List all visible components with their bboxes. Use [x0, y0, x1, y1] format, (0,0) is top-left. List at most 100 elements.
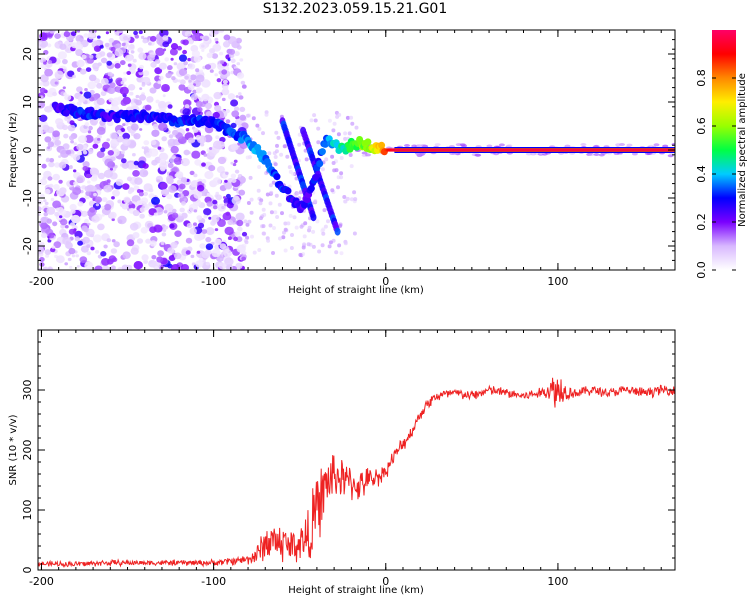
spectrogram-noise-cell: [206, 201, 213, 207]
spectrogram-noise-cell: [138, 191, 144, 197]
spectrogram-noise-cell: [55, 207, 60, 211]
spectrogram-ridge-cell: [316, 160, 324, 168]
x-tick-label: -200: [29, 275, 54, 288]
spectrogram-noise-cell: [287, 165, 292, 170]
spectrogram-noise-cell: [121, 42, 126, 47]
spectrogram-noise-cell: [204, 170, 214, 180]
spectrogram-noise-cell: [190, 180, 198, 188]
spectrogram-noise-cell: [46, 157, 50, 161]
spectrogram-noise-cell: [530, 152, 537, 156]
spectrogram-noise-cell: [74, 236, 81, 242]
spectrogram-noise-cell: [189, 170, 195, 176]
spectrogram-noise-cell: [77, 151, 83, 156]
spectrogram-noise-cell: [86, 244, 91, 248]
spectrogram-noise-cell: [84, 134, 94, 144]
spectrogram-noise-cell: [81, 54, 87, 59]
spectrogram-noise-cell: [147, 54, 155, 62]
y-tick-label: 0: [21, 567, 34, 574]
spectrogram-noise-cell: [349, 115, 354, 120]
spectrogram-noise-cell: [353, 197, 358, 202]
spectrogram-noise-cell: [177, 45, 182, 51]
spectrogram-band: [394, 149, 675, 151]
spectrogram-noise-cell: [51, 245, 56, 249]
spectrogram-noise-cell: [63, 133, 69, 139]
spectrogram-noise-cell: [227, 58, 231, 62]
spectrogram-noise-cell: [84, 88, 88, 92]
spectrogram-noise-cell: [217, 156, 227, 165]
spectrogram-noise-cell: [205, 102, 212, 110]
spectrogram-noise-cell: [416, 144, 423, 148]
spectrogram-noise-cell: [70, 209, 76, 214]
spectrogram-noise-cell: [201, 93, 210, 102]
spectrogram-noise-cell: [121, 203, 129, 210]
spectrogram-noise-cell: [354, 125, 359, 130]
spectrogram-noise-cell: [234, 143, 238, 147]
spectrogram-noise-cell: [211, 53, 219, 59]
spectrogram-noise-cell: [111, 218, 115, 222]
spectrogram-noise-cell: [144, 192, 148, 196]
spectrogram-noise-cell: [564, 144, 571, 148]
spectrogram-noise-cell: [352, 231, 357, 236]
y-tick-label: 20: [21, 47, 34, 61]
spectrogram-noise-cell: [321, 231, 326, 236]
spectrogram-noise-cell: [178, 54, 188, 62]
spectrogram-noise-cell: [108, 255, 117, 262]
spectrogram-noise-cell: [84, 185, 92, 192]
spectrogram-noise-cell: [240, 80, 246, 85]
spectrogram-noise-cell: [93, 192, 97, 197]
spectrogram-noise-cell: [235, 212, 245, 221]
spectrogram-noise-cell: [261, 224, 266, 229]
spectrogram-noise-cell: [225, 171, 229, 175]
spectrogram-noise-cell: [190, 74, 197, 81]
spectrogram-noise-cell: [63, 31, 71, 38]
spectrogram-noise-cell: [86, 57, 95, 64]
spectrogram-noise-cell: [230, 173, 237, 179]
spectrogram-noise-cell: [59, 187, 67, 194]
spectrogram-noise-cell: [141, 205, 145, 209]
spectrogram-noise-cell: [170, 57, 174, 61]
spectrogram-noise-cell: [39, 193, 45, 199]
spectrogram-noise-cell: [165, 72, 172, 79]
spectrogram-noise-cell: [74, 230, 83, 239]
spectrogram-noise-cell: [239, 114, 247, 121]
spectrogram-noise-cell: [212, 177, 222, 186]
spectrogram-noise-cell: [274, 130, 279, 135]
spectrogram-noise-cell: [241, 84, 247, 89]
spectrogram-noise-cell: [209, 69, 214, 73]
spectrogram-noise-cell: [82, 161, 90, 168]
spectrogram-noise-cell: [82, 236, 90, 244]
spectrogram-noise-cell: [343, 131, 348, 136]
spectrogram-noise-cell: [216, 94, 220, 97]
spectrogram-noise-cell: [44, 68, 53, 77]
spectrogram-noise-cell: [292, 215, 297, 220]
spectrogram-noise-cell: [85, 173, 91, 179]
spectrogram-noise-cell: [298, 252, 303, 257]
spectrogram-noise-cell: [191, 50, 200, 58]
spectrogram-noise-cell: [234, 118, 243, 126]
spectrogram-noise-cell: [105, 31, 109, 35]
spectrogram-noise-cell: [218, 213, 222, 217]
spectrogram-noise-cell: [38, 129, 44, 135]
spectrogram-noise-cell: [206, 192, 211, 196]
spectrogram-noise-cell: [146, 96, 154, 103]
spectrogram-noise-cell: [328, 240, 333, 245]
spectrogram-ridge-cell: [318, 148, 326, 156]
spectrogram-noise-cell: [136, 200, 143, 206]
spectrogram-noise-cell: [82, 166, 89, 171]
spectrogram-noise-cell: [38, 41, 42, 45]
spectrogram-noise-cell: [172, 129, 179, 136]
spectrogram-noise-cell: [339, 251, 344, 256]
colorbar-label: Normalized spectral amplitude: [737, 73, 748, 227]
spectrogram-noise-cell: [190, 93, 198, 101]
spectrogram-noise-cell: [52, 200, 61, 209]
spectrogram-noise-cell: [339, 171, 344, 176]
spectrogram-noise-cell: [143, 260, 147, 264]
spectrogram-noise-cell: [52, 91, 58, 97]
spectrogram-noise-cell: [279, 152, 284, 157]
spectrogram-noise-cell: [167, 104, 173, 109]
spectrogram-noise-cell: [108, 38, 115, 43]
spectrogram-noise-cell: [62, 143, 70, 150]
spectrogram-noise-cell: [57, 51, 67, 60]
spectrogram-noise-cell: [70, 153, 76, 158]
spectrogram-noise-cell: [179, 189, 183, 193]
